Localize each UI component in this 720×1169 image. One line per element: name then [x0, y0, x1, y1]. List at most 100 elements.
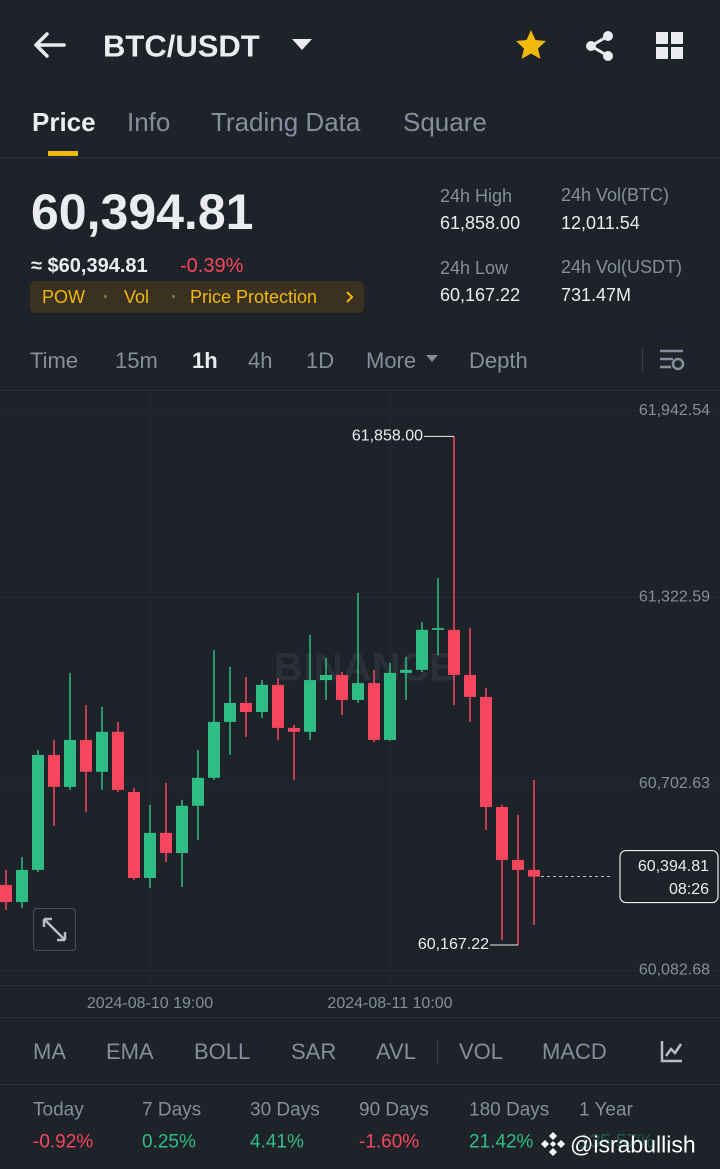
candle-body: [80, 739, 92, 772]
period-change: 135.57%: [579, 1131, 655, 1153]
watermark-logo: [541, 1132, 565, 1156]
divider: [0, 390, 720, 391]
period-change: 4.41%: [250, 1131, 304, 1153]
candle-body: [144, 832, 156, 879]
countdown-label: 08:26: [669, 881, 709, 898]
tag-separator: [172, 295, 175, 298]
candle-body: [96, 731, 108, 772]
candle-body: [48, 754, 60, 787]
active-tab-indicator: [48, 151, 78, 156]
stat-label: 24h Vol(BTC): [561, 185, 670, 205]
candle-body: [112, 731, 124, 790]
candle-body: [272, 684, 284, 728]
layout-button[interactable]: [655, 31, 685, 61]
chart-watermark: BINANCE: [274, 646, 456, 690]
indicator[interactable]: SAR: [291, 1039, 337, 1064]
last-price-box: [619, 849, 719, 904]
pair-title[interactable]: BTC/USDT: [103, 28, 260, 64]
candle-body: [64, 739, 76, 787]
candle-body: [416, 629, 428, 670]
indicator[interactable]: VOL: [459, 1039, 504, 1064]
period-label: Today: [33, 1099, 84, 1121]
candle-body: [240, 702, 252, 712]
interval[interactable]: Time: [30, 348, 79, 373]
tag-bar[interactable]: [30, 281, 364, 313]
indicator[interactable]: BOLL: [194, 1039, 251, 1064]
candle-body: [400, 669, 412, 673]
stat-value: 60,167.22: [440, 285, 521, 305]
tag[interactable]: Vol: [124, 287, 150, 307]
divider: [0, 1084, 720, 1085]
candle-body: [352, 683, 364, 700]
interval-active[interactable]: 1h: [192, 348, 218, 373]
indicator[interactable]: MACD: [542, 1039, 607, 1064]
tag[interactable]: POW: [42, 287, 85, 307]
candlestick-chart: BINANCE 61,942.54 61,322.59 60,702.63 60,08…: [0, 390, 720, 985]
tab[interactable]: Info: [127, 107, 171, 137]
period-change: 21.42%: [469, 1131, 534, 1153]
period-label: 180 Days: [469, 1099, 550, 1121]
interval[interactable]: 1D: [306, 348, 335, 373]
candle-body: [192, 777, 204, 806]
divider: [642, 348, 643, 372]
candle-body: [0, 884, 12, 903]
period-label: 30 Days: [250, 1099, 320, 1121]
period-label: 1 Year: [579, 1099, 633, 1121]
candle-body: [176, 805, 188, 854]
candle-body: [464, 674, 476, 697]
candle-body: [128, 791, 140, 879]
share-button[interactable]: [583, 29, 617, 63]
candle-body: [224, 702, 236, 722]
chevron: [346, 291, 354, 303]
expand-button[interactable]: [33, 908, 76, 951]
stat-value: 61,858.00: [440, 213, 521, 233]
back-button[interactable]: [32, 30, 68, 60]
tab[interactable]: Square: [403, 107, 487, 137]
stat-value: 731.47M: [561, 285, 632, 305]
candle-body: [448, 629, 460, 675]
more-dropdown[interactable]: [425, 354, 439, 363]
tag[interactable]: Price Protection: [190, 287, 318, 307]
stat-label: 24h Vol(USDT): [561, 257, 683, 277]
candle-body: [208, 721, 220, 778]
favorite-star[interactable]: [514, 28, 548, 62]
price-change: -0.39%: [180, 255, 244, 277]
tab[interactable]: Price: [32, 107, 96, 137]
candle-body: [288, 727, 300, 732]
divider: [0, 985, 720, 986]
divider: [0, 1017, 720, 1018]
high-label: 61,858.00: [352, 428, 423, 445]
divider: [437, 1040, 438, 1064]
period-label: 7 Days: [142, 1099, 202, 1121]
period-change: -0.92%: [33, 1131, 94, 1153]
y-tick-label: 61,322.59: [639, 589, 710, 606]
interval[interactable]: More: [366, 348, 417, 373]
stat-label: 24h High: [440, 186, 513, 206]
indicator[interactable]: MA: [33, 1039, 66, 1064]
period-change: 0.25%: [142, 1131, 196, 1153]
stat-label: 24h Low: [440, 258, 509, 278]
tag-separator: [104, 295, 107, 298]
tab[interactable]: Trading Data: [211, 107, 361, 137]
chart-settings[interactable]: [659, 348, 685, 372]
candle-body: [320, 674, 332, 681]
pair-dropdown[interactable]: [291, 38, 313, 52]
interval[interactable]: 15m: [115, 348, 158, 373]
y-tick-label: 60,082.68: [639, 962, 710, 979]
last-price: 60,394.81: [31, 184, 254, 240]
watermark: @israbullish: [570, 1131, 696, 1158]
interval[interactable]: 4h: [248, 348, 273, 373]
indicator[interactable]: EMA: [106, 1039, 154, 1064]
candle-body: [32, 754, 44, 870]
interval[interactable]: Depth: [469, 348, 528, 373]
indicator[interactable]: AVL: [376, 1039, 416, 1064]
divider: [0, 157, 720, 158]
candle-body: [256, 684, 268, 712]
candle-body: [16, 869, 28, 903]
x-tick-label: 2024-08-11 10:00: [327, 995, 453, 1012]
usd-price: ≈ $60,394.81: [31, 255, 148, 277]
candle-body: [480, 696, 492, 808]
indicator-settings[interactable]: [660, 1039, 684, 1063]
period-label: 90 Days: [359, 1099, 429, 1121]
